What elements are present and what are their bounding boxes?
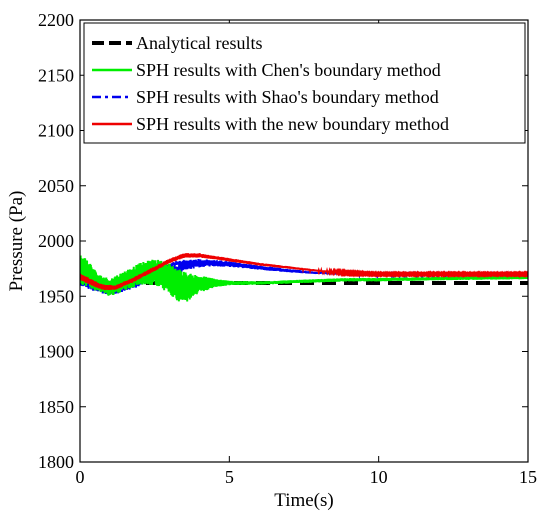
y-tick-label: 2150 [38,65,74,85]
legend-box [83,22,526,144]
legend-label-1: SPH results with Chen's boundary method [136,60,441,80]
y-tick-label: 1850 [38,397,74,417]
y-tick-label: 1900 [38,342,74,362]
y-tick-label: 2050 [38,176,74,196]
y-tick-label: 1800 [38,452,74,472]
x-tick-label: 0 [76,467,85,487]
legend-label-0: Analytical results [136,33,262,53]
y-tick-label: 1950 [38,286,74,306]
series-line-1 [80,255,528,302]
legend-label-3: SPH results with the new boundary method [136,114,449,134]
x-tick-label: 15 [519,467,537,487]
x-axis-label: Time(s) [274,490,333,511]
y-tick-label: 2000 [38,231,74,251]
legend-label-2: SPH results with Shao's boundary method [136,87,439,107]
y-tick-label: 2200 [38,10,74,30]
x-tick-label: 5 [225,467,234,487]
y-tick-label: 2100 [38,121,74,141]
series-line-3 [80,253,528,291]
y-axis-label: Pressure (Pa) [6,191,27,292]
axes: 0 5 10 15 1800 1850 1900 1950 2000 2050 2100 2150 22… [6,10,537,511]
x-tick-label: 10 [370,467,388,487]
legend: Analytical results SPH results with Chen'… [83,22,526,144]
plot-area [80,253,528,302]
